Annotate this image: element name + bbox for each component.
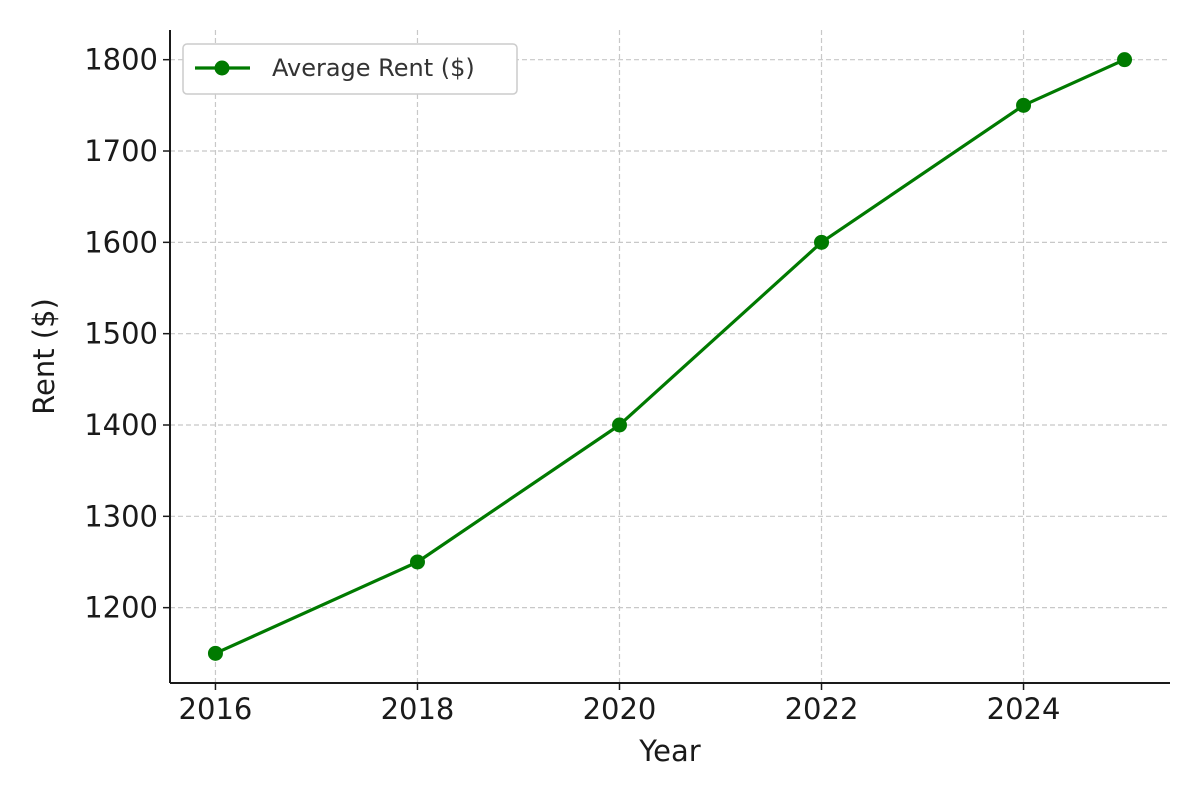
y-tick-label: 1500 <box>84 317 158 351</box>
data-point <box>1117 52 1133 68</box>
y-tick-label: 1300 <box>84 499 158 533</box>
y-tick-label: 1600 <box>84 225 158 259</box>
y-tick-label: 1700 <box>84 134 158 168</box>
legend-box <box>182 43 518 95</box>
data-point <box>814 234 830 250</box>
series-line <box>213 58 1127 655</box>
series <box>207 52 1133 661</box>
axes <box>169 30 1170 684</box>
x-tick-label: 2024 <box>987 692 1061 726</box>
data-point <box>207 645 223 661</box>
x-tick-label: 2020 <box>583 692 657 726</box>
y-tick-label: 1200 <box>84 591 158 625</box>
legend-marker-sample <box>214 60 230 76</box>
x-tick-label: 2016 <box>179 692 253 726</box>
legend: Average Rent ($) <box>182 43 518 95</box>
y-axis-title: Rent ($) <box>27 298 61 415</box>
data-point <box>1016 97 1032 113</box>
ticks: 2016 2018 2020 2022 2024 1200 1300 1400 1500 1600… <box>84 43 1060 726</box>
legend-label: Average Rent ($) <box>272 54 475 82</box>
data-point <box>409 554 425 570</box>
data-point <box>611 417 627 433</box>
y-tick-label: 1800 <box>84 43 158 77</box>
y-tick-label: 1400 <box>84 408 158 442</box>
x-axis-title: Year <box>638 734 700 768</box>
x-tick-label: 2018 <box>381 692 455 726</box>
grid <box>170 30 1170 683</box>
x-tick-label: 2022 <box>785 692 859 726</box>
